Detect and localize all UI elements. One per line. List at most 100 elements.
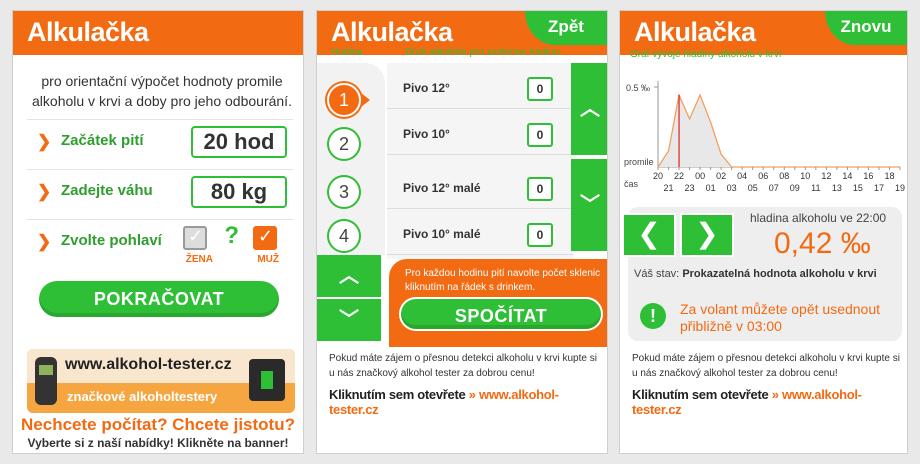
app-title: Alkulačka	[634, 17, 756, 47]
alcohol-level-chart: 0.5 ‰20212223000102030405060708091011121…	[624, 81, 905, 193]
banner-subtitle: značkové alkoholtestery	[67, 389, 218, 404]
instruction-text: Pro každou hodinu pití navolte počet skl…	[405, 268, 601, 293]
x-tick-label: 08	[779, 171, 789, 181]
level-area	[658, 95, 900, 167]
intro-text: pro orientační výpočet hodnoty promile a…	[32, 73, 292, 109]
screen-drinks: Alkulačka Zpět Hodina Druh alkoholu pro …	[316, 10, 608, 454]
header: Alkulačka	[13, 11, 303, 55]
hour-2[interactable]: 2	[327, 127, 361, 161]
tester-banner[interactable]: www.alkohol-tester.cz značkové alkoholte…	[27, 349, 295, 413]
drink-row[interactable]: Pivo 12° 0	[387, 67, 573, 109]
state-label: Váš stav:	[634, 268, 680, 280]
back-button[interactable]: Zpět	[525, 11, 607, 45]
link-prefix: Kliknutím sem otevřete	[632, 387, 769, 402]
x-tick-label: 15	[853, 183, 863, 193]
footer-link[interactable]: Kliknutím sem otevřete » www.alkohol-tes…	[329, 387, 607, 417]
chevron-left-icon: ❮	[637, 217, 661, 250]
header: Alkulačka Zpět	[317, 11, 607, 55]
warning-text: Za volant můžete opět usednout přibližně…	[680, 301, 881, 334]
breathalyzer-icon	[35, 357, 57, 405]
hour-4[interactable]: 4	[327, 219, 361, 253]
drink-row[interactable]: Pivo 10° malé 0	[387, 213, 573, 255]
footer-link[interactable]: Kliknutím sem otevřete » www.alkohol-tes…	[632, 387, 907, 417]
banner-url: www.alkohol-tester.cz	[65, 356, 232, 373]
chevron-right-icon: ❯	[37, 182, 52, 201]
drink-count: 0	[527, 123, 553, 147]
drink-list: Pivo 12° 0 Pivo 10° 0 Pivo 12° malé 0 Pi…	[387, 63, 573, 259]
state-value: Prokazatelná hodnota alkoholu v krvi	[682, 268, 877, 280]
weight-field[interactable]: 80 kg	[191, 176, 287, 208]
again-button[interactable]: Znovu	[825, 11, 907, 45]
promile-label: promile	[624, 157, 654, 167]
x-tick-label: 16	[863, 171, 873, 181]
exclamation-icon: !	[640, 303, 666, 329]
link-separator: »	[468, 387, 476, 402]
x-tick-label: 18	[884, 171, 894, 181]
chevron-down-icon: ﹀	[580, 192, 600, 216]
continue-button[interactable]: POKRAČOVAT	[39, 281, 279, 317]
drink-column-header: Druh alkoholu pro zvolenou hodinu	[405, 47, 560, 58]
hour-scroll-down-button[interactable]: ﹀	[317, 299, 381, 341]
x-tick-label: 02	[716, 171, 726, 181]
weight-row: ❯ Zadejte váhu 80 kg	[27, 169, 293, 215]
previous-hour-button[interactable]: ❮	[622, 213, 676, 257]
drink-row[interactable]: Pivo 10° 0	[387, 113, 573, 155]
chevron-right-icon: ❯	[37, 232, 52, 251]
x-tick-label: 22	[674, 171, 684, 181]
app-title: Alkulačka	[331, 17, 453, 47]
arrow-right-icon	[249, 359, 285, 401]
header: Alkulačka Znovu	[620, 11, 907, 55]
link-prefix: Kliknutím sem otevřete	[329, 387, 466, 402]
weight-label: Zadejte váhu	[61, 182, 153, 199]
link-separator: »	[771, 387, 779, 402]
male-checkbox[interactable]: ✓	[253, 226, 277, 250]
drink-scroll-down-button[interactable]: ﹀	[571, 159, 607, 251]
drink-name: Pivo 12° malé	[403, 181, 481, 195]
chevron-up-icon: ︿	[339, 263, 359, 287]
x-tick-label: 11	[811, 183, 820, 193]
level-line	[657, 92, 900, 168]
x-tick-label: 12	[821, 171, 831, 181]
hour-3[interactable]: 3	[327, 175, 361, 209]
drink-name: Pivo 10° malé	[403, 227, 481, 241]
footer-text: Pokud máte zájem o přesnou detekci alkoh…	[329, 353, 597, 379]
level-value: 0,42 ‰	[774, 227, 871, 260]
x-tick-label: 07	[769, 183, 779, 193]
drink-row[interactable]: Pivo 12° malé 0	[387, 167, 573, 209]
x-tick-label: 06	[758, 171, 768, 181]
graph-title: Graf vývoje hladiny alkoholu v krvi	[630, 49, 782, 60]
calculate-button[interactable]: SPOČÍTAT	[399, 297, 603, 331]
x-tick-label: 09	[790, 183, 800, 193]
footer-text: Pokud máte zájem o přesnou detekci alkoh…	[632, 353, 900, 379]
chevron-right-icon: ❯	[695, 217, 719, 250]
x-tick-label: 20	[653, 171, 663, 181]
drink-name: Pivo 12°	[403, 81, 450, 95]
hour-column: 1 2 3 4	[317, 63, 385, 255]
chevron-right-icon: ❯	[37, 132, 52, 151]
x-tick-label: 13	[832, 183, 842, 193]
screen-result: Alkulačka Znovu Graf vývoje hladiny alko…	[619, 10, 908, 454]
offer-text: Vyberte si z naší nabídky! Klikněte na b…	[27, 436, 289, 450]
link-url: www.alkohol-tester.cz	[329, 387, 559, 417]
hour-scroll-up-button[interactable]: ︿	[317, 255, 381, 297]
hour-1[interactable]: 1	[327, 83, 361, 117]
start-time-field[interactable]: 20 hod	[191, 126, 287, 158]
state-line: Váš stav: Prokazatelná hodnota alkoholu …	[634, 268, 877, 280]
x-tick-label: 10	[800, 171, 810, 181]
female-checkbox[interactable]: ✓	[183, 226, 207, 250]
x-tick-label: 17	[874, 183, 884, 193]
check-icon: ✓	[258, 226, 274, 247]
x-tick-label: 04	[737, 171, 747, 181]
x-tick-label: 03	[727, 183, 737, 193]
x-tick-label: 23	[685, 183, 695, 193]
x-tick-label: 01	[706, 183, 716, 193]
check-icon: ✓	[188, 226, 204, 247]
chevron-up-icon: ︿	[580, 96, 600, 120]
drink-scroll-up-button[interactable]: ︿	[571, 63, 607, 155]
question-mark: ?	[224, 222, 239, 249]
sex-row: ❯ Zvolte pohlaví ✓ ? ✓ ŽENA MUŽ	[27, 219, 293, 275]
screen-setup: Alkulačka pro orientační výpočet hodnoty…	[12, 10, 304, 454]
app-title: Alkulačka	[27, 17, 149, 47]
chevron-down-icon: ﹀	[339, 307, 359, 331]
next-hour-button[interactable]: ❯	[680, 213, 734, 257]
